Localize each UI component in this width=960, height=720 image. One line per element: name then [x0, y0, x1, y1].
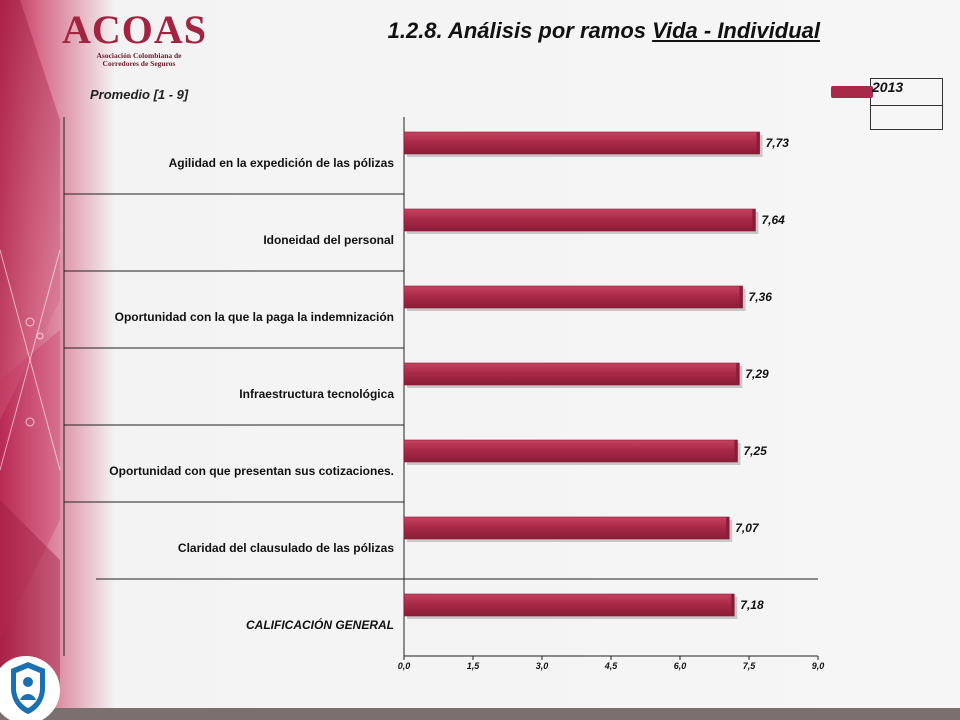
- decor-circle: [25, 317, 35, 327]
- x-tick-label: 1,5: [467, 661, 481, 671]
- bar-value-label: 7,25: [744, 444, 768, 458]
- bar: [403, 131, 760, 155]
- logo-tagline-line1: Asociación Colombiana de: [96, 51, 182, 60]
- shield-badge-icon: [11, 662, 45, 714]
- bar-end-cap: [739, 286, 743, 308]
- bar-value-label: 7,18: [740, 598, 764, 612]
- bar-end-cap: [736, 363, 740, 385]
- bar-value-label: 7,64: [761, 213, 785, 227]
- bar-end-cap: [756, 132, 760, 154]
- x-tick-label: 9,0: [812, 661, 825, 671]
- x-tick-label: 3,0: [536, 661, 549, 671]
- bar-value-label: 7,07: [735, 521, 760, 535]
- slide-title: 1.2.8. Análisis por ramos Vida - Individ…: [300, 18, 820, 44]
- x-tick-label: 7,5: [743, 661, 757, 671]
- logo-tagline-line2: Corredores de Seguros: [102, 59, 176, 68]
- x-tick-label: 6,0: [674, 661, 687, 671]
- bar-value-label: 7,36: [749, 290, 773, 304]
- bar: [403, 285, 743, 309]
- category-label: Oportunidad con que presentan sus cotiza…: [109, 463, 394, 478]
- decor-line: [0, 249, 61, 471]
- decor-circle: [25, 417, 35, 427]
- footer-bar: [0, 708, 960, 720]
- category-label: Infraestructura tecnológica: [239, 386, 394, 401]
- bar: [403, 439, 738, 463]
- slide-title-prefix: 1.2.8. Análisis por ramos: [387, 18, 653, 43]
- x-tick-label: 0,0: [398, 661, 411, 671]
- bar-end-cap: [731, 594, 735, 616]
- chart-subtitle: Promedio [1 - 9]: [90, 87, 189, 102]
- slide-title-underlined: Vida - Individual: [652, 18, 820, 43]
- category-label: Agilidad en la expedición de las pólizas: [168, 155, 394, 170]
- bar: [403, 208, 756, 232]
- category-label: CALIFICACIÓN GENERAL: [246, 617, 394, 632]
- bar-value-label: 7,29: [745, 367, 769, 381]
- legend-swatch: [831, 86, 873, 98]
- legend-divider: [871, 105, 942, 106]
- category-label: Oportunidad con la que la paga la indemn…: [114, 309, 394, 324]
- legend-box: [870, 78, 943, 130]
- logo-tagline: Asociación Colombiana de Corredores de S…: [84, 52, 194, 68]
- decor-wedge-mid: [0, 330, 60, 640]
- category-label: Claridad del clausulado de las pólizas: [177, 540, 394, 555]
- bar-end-cap: [752, 209, 756, 231]
- decor-wedge-top: [0, 0, 60, 420]
- bar-value-label: 7,73: [766, 136, 790, 150]
- x-tick-label: 4,5: [604, 661, 619, 671]
- category-label: Idoneidad del personal: [263, 232, 394, 247]
- acoas-logo: ACOAS Asociación Colombiana de Corredore…: [62, 8, 212, 70]
- bar: [403, 516, 730, 540]
- bar: [403, 362, 740, 386]
- logo-wordmark: ACOAS: [62, 7, 208, 52]
- bar-end-cap: [726, 517, 730, 539]
- decor-circle: [36, 332, 44, 340]
- bar-end-cap: [734, 440, 738, 462]
- legend-label: 2013: [872, 79, 904, 95]
- bar: [403, 593, 735, 617]
